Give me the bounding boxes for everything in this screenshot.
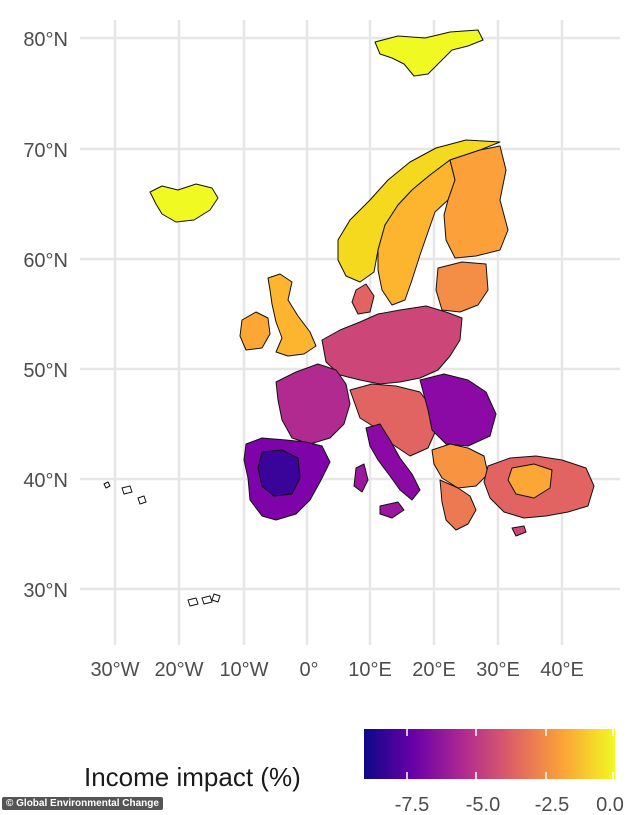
legend: Income impact (%) -7.5 -5.0 -2.5 0.0 <box>84 729 624 815</box>
lat-label: 80°N <box>23 29 68 51</box>
lat-label: 60°N <box>23 250 68 272</box>
region-balkans-south <box>431 443 489 489</box>
region-svalbard <box>374 29 484 77</box>
lat-label: 50°N <box>23 360 68 382</box>
region-azores <box>103 481 147 505</box>
region-ireland <box>239 311 271 351</box>
lon-label: 20°W <box>154 659 203 681</box>
region-finland <box>443 145 509 259</box>
region-central-spain <box>257 449 301 497</box>
region-sardinia <box>353 463 369 493</box>
graticule <box>80 20 620 645</box>
region-canary-islands <box>187 593 221 607</box>
lon-label: 10°W <box>219 659 268 681</box>
lon-label: 10°E <box>348 659 392 681</box>
lon-label: 40°E <box>540 659 584 681</box>
lat-label: 30°N <box>23 580 68 602</box>
lon-label: 30°W <box>90 659 139 681</box>
legend-tick: 0.0 <box>596 794 624 815</box>
region-france <box>275 363 351 445</box>
legend-tick: -5.0 <box>466 794 500 815</box>
longitude-labels: 30°W 20°W 10°W 0° 10°E 20°E 30°E 40°E <box>90 659 583 681</box>
region-cyprus <box>511 525 527 537</box>
region-iceland <box>149 183 219 223</box>
region-baltics <box>435 261 489 313</box>
lat-label: 70°N <box>23 140 68 162</box>
region-hungary-romania <box>419 373 497 447</box>
region-italy <box>365 423 421 501</box>
map-regions <box>103 29 595 607</box>
latitude-labels: 80°N 70°N 60°N 50°N 40°N 30°N <box>23 29 68 602</box>
legend-tick: -2.5 <box>535 794 569 815</box>
lon-label: 30°E <box>476 659 520 681</box>
region-sweden <box>377 159 456 306</box>
credit-badge: © Global Environmental Change <box>2 797 163 810</box>
lat-label: 40°N <box>23 470 68 492</box>
region-central-europe <box>321 305 463 385</box>
lon-label: 0° <box>299 659 318 681</box>
region-turkey-central <box>507 463 553 499</box>
lon-label: 20°E <box>412 659 456 681</box>
legend-colorbar <box>364 729 615 779</box>
region-sicily <box>379 501 405 519</box>
legend-title: Income impact (%) <box>84 762 301 792</box>
legend-tick: -7.5 <box>395 794 429 815</box>
region-greece <box>439 479 477 531</box>
region-denmark <box>351 283 375 315</box>
region-great-britain <box>267 273 317 357</box>
